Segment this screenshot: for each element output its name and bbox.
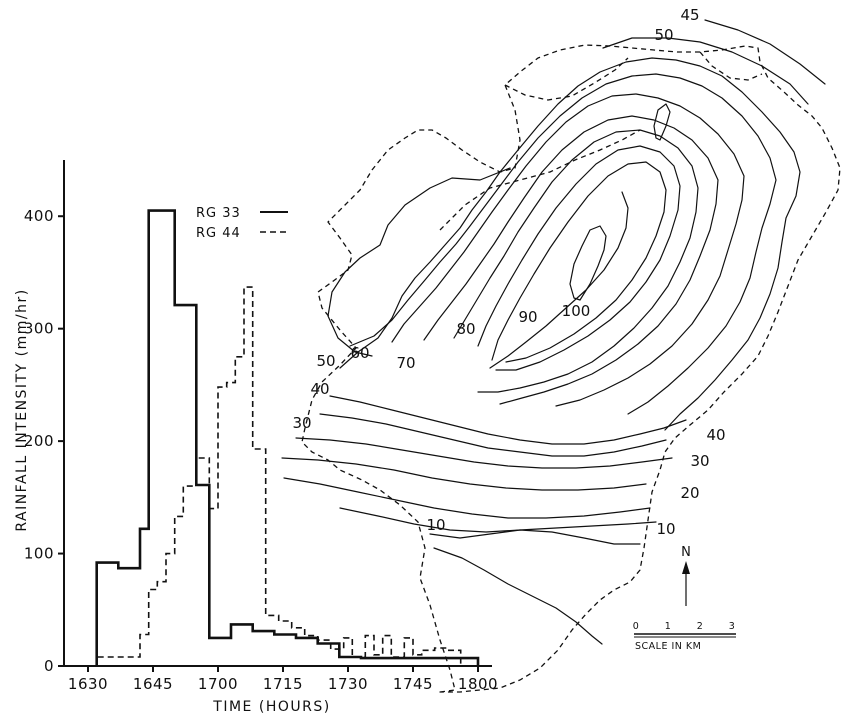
sub-basin-boundary-2 xyxy=(504,57,629,101)
x-axis-ticks: 1630 1645 1700 1715 1730 1745 1800 xyxy=(68,666,498,693)
scale-tick-label-1: 1 xyxy=(665,621,672,632)
contour-label-50-north: 50 xyxy=(654,26,673,44)
series-layer xyxy=(95,209,480,666)
legend-label-rg33: RG 33 xyxy=(196,206,241,221)
north-arrowhead xyxy=(682,561,690,574)
scale-bar: 0 1 2 3 SCALE IN KM xyxy=(633,621,736,652)
contour-label-100: 100 xyxy=(562,302,591,320)
isohyet-lines xyxy=(281,19,826,645)
x-tick-label: 1630 xyxy=(68,675,108,693)
scale-tick-label-3: 3 xyxy=(729,621,736,632)
isohyet-40 xyxy=(329,395,687,445)
scale-tick-label-0: 0 xyxy=(633,621,640,632)
contour-label-30-east: 30 xyxy=(690,452,709,470)
x-tick-label: 1645 xyxy=(133,675,173,693)
rainfall-intensity-chart: 0 100 200 300 400 1630 1645 1700 1715 1730 1745 18… xyxy=(14,160,498,715)
contour-label-80: 80 xyxy=(456,320,475,338)
isohyet-90-outer xyxy=(491,161,667,363)
isohyet-20 xyxy=(283,477,651,519)
isohyet-70 xyxy=(391,93,745,407)
isohyet-10 xyxy=(429,529,641,545)
x-tick-label: 1730 xyxy=(328,675,368,693)
sub-basin-boundary-3 xyxy=(699,51,763,81)
y-axis-ticks: 0 100 200 300 400 xyxy=(24,207,64,675)
y-tick-label: 400 xyxy=(24,207,54,225)
isohyet-30 xyxy=(295,437,673,469)
legend: RG 33 RG 44 xyxy=(196,206,290,241)
scale-caption: SCALE IN KM xyxy=(635,641,701,652)
sub-basin-boundary-1 xyxy=(439,129,641,231)
isohyet-45 xyxy=(704,19,826,85)
y-axis-title: RAINFALL INTENSITY (mm/hr) xyxy=(14,288,30,531)
isohyet-10-south xyxy=(433,547,603,645)
y-tick-label: 0 xyxy=(44,657,54,675)
contour-label-40-west: 40 xyxy=(310,380,329,398)
isohyet-50-north xyxy=(602,37,809,105)
contour-label-10-west: 10 xyxy=(426,516,445,534)
y-tick-label: 100 xyxy=(24,545,54,563)
isohyet-15 xyxy=(339,507,657,533)
isohyet-25 xyxy=(281,457,647,491)
contour-label-30-west: 30 xyxy=(292,414,311,432)
isohyet-labels: 10 10 20 30 30 40 40 45 50 50 60 70 80 9… xyxy=(292,6,725,538)
north-arrow: N xyxy=(681,545,691,606)
contour-label-10-east: 10 xyxy=(656,520,675,538)
isohyet-outer xyxy=(327,167,511,357)
contour-label-40-east: 40 xyxy=(706,426,725,444)
scale-tick-label-2: 2 xyxy=(697,621,704,632)
isohyet-85 xyxy=(477,145,681,371)
isohyet-50 xyxy=(339,57,801,431)
x-tick-label: 1745 xyxy=(393,675,433,693)
x-tick-label: 1715 xyxy=(263,675,303,693)
contour-label-70: 70 xyxy=(396,354,415,372)
y-tick-label: 200 xyxy=(24,432,54,450)
legend-label-rg44: RG 44 xyxy=(196,226,241,241)
x-tick-label: 1800 xyxy=(458,675,498,693)
isohyet-80 xyxy=(453,129,699,393)
north-label: N xyxy=(681,545,691,560)
series-line-rg33 xyxy=(95,209,480,666)
isohyet-75 xyxy=(423,115,719,405)
contour-label-90: 90 xyxy=(518,308,537,326)
contour-label-50: 50 xyxy=(316,352,335,370)
contour-label-60: 60 xyxy=(350,344,369,362)
series-line-rg44 xyxy=(95,286,462,666)
isohyet-60 xyxy=(349,73,777,415)
contour-label-20: 20 xyxy=(680,484,699,502)
isohyet-100-north xyxy=(653,103,671,141)
isohyet-map: 10 10 20 30 30 40 40 45 50 50 60 70 80 9… xyxy=(281,6,841,693)
x-tick-label: 1700 xyxy=(198,675,238,693)
x-axis-title: TIME (HOURS) xyxy=(212,699,330,715)
y-tick-label: 300 xyxy=(24,320,54,338)
catchment-boundary xyxy=(301,44,841,693)
isohyet-35 xyxy=(319,413,667,457)
contour-label-45: 45 xyxy=(680,6,699,24)
isohyet-100 xyxy=(569,225,607,301)
